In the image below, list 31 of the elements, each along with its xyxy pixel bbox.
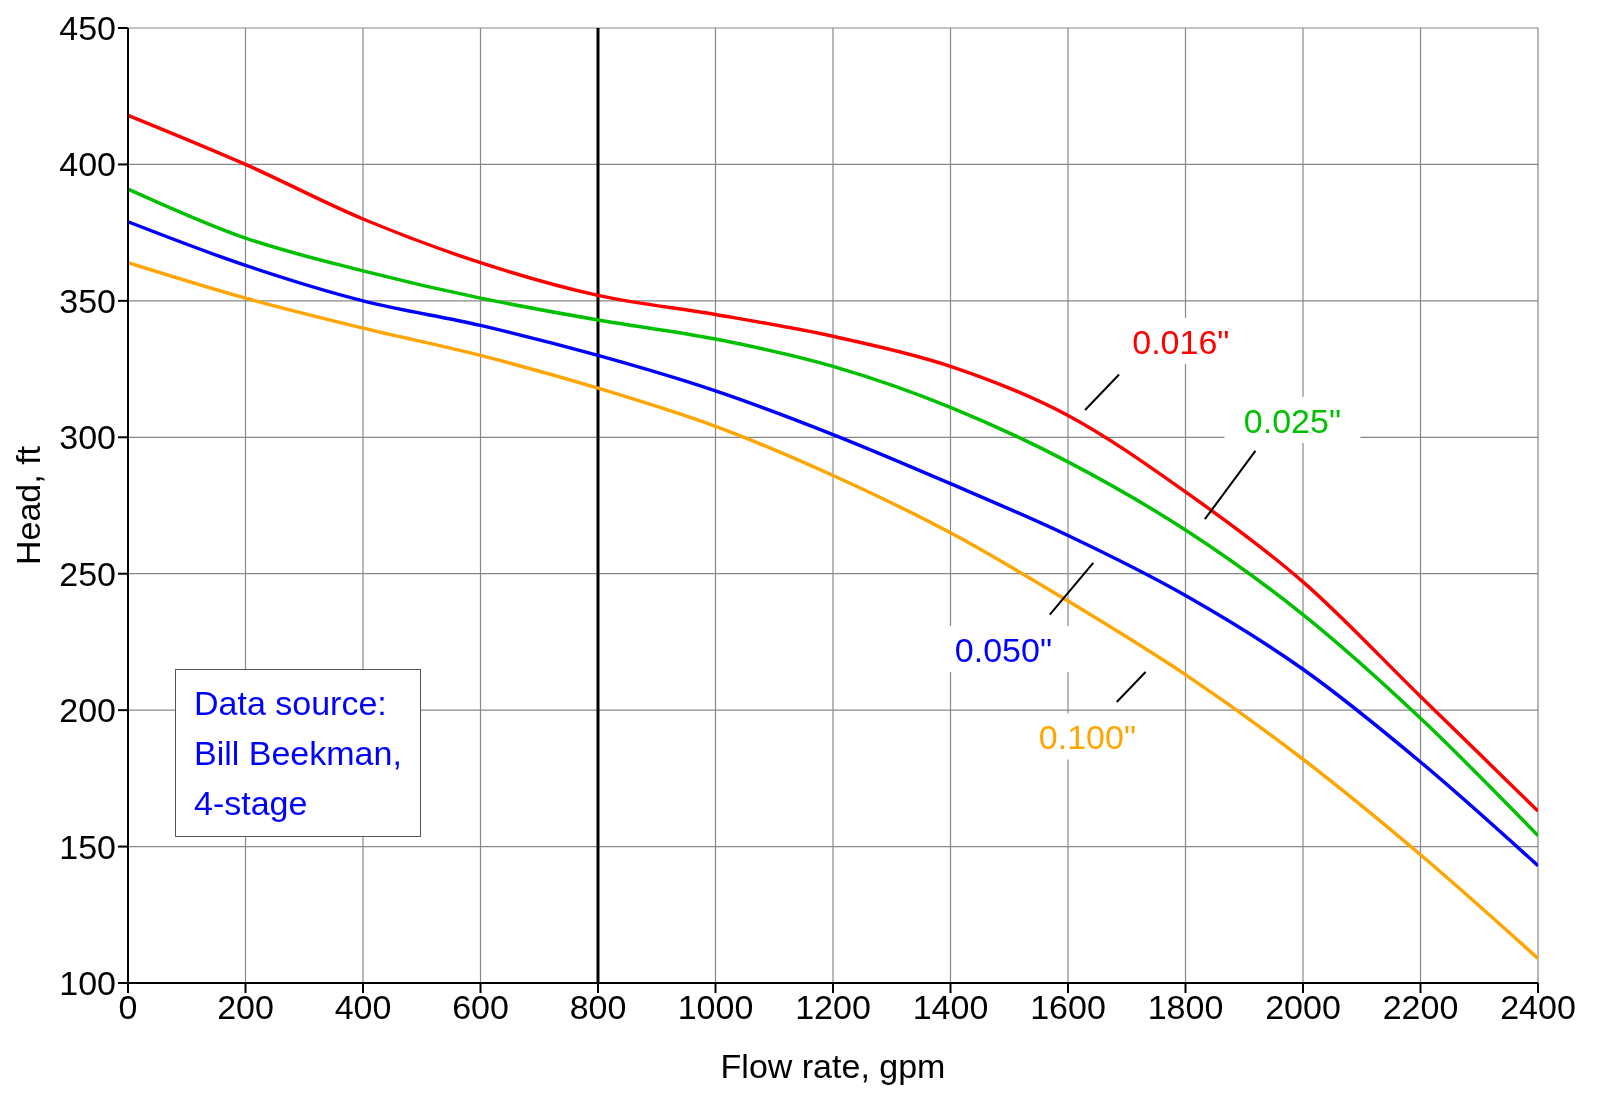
y-tick-label: 400 (59, 145, 116, 184)
annotation: 4-stage (194, 783, 309, 825)
x-tick-label: 1600 (1030, 988, 1106, 1027)
text: 0.016" (1132, 322, 1230, 361)
annotation: Data source: (194, 683, 388, 725)
y-tick-label: 450 (59, 9, 116, 48)
y-tick-label: 250 (59, 554, 116, 593)
y-tick-label: 200 (59, 691, 116, 730)
annotation: Bill Beekman, (194, 733, 402, 775)
y-tick-label: 100 (59, 964, 116, 1003)
y-axis-title: Head, ft (9, 445, 48, 566)
series-label: 0.100" (1038, 718, 1136, 757)
x-tick-label: 600 (452, 988, 509, 1027)
text: 0.025" (1243, 401, 1341, 440)
x-tick-label: 1400 (912, 988, 989, 1027)
y-tick-label: 150 (59, 827, 116, 866)
x-axis-title: Flow rate, gpm (720, 1047, 946, 1085)
y-tick-label: 300 (59, 418, 116, 457)
x-tick-label: 2400 (1500, 988, 1576, 1027)
x-tick-label: 0 (118, 988, 138, 1027)
x-tick-label: 1800 (1147, 988, 1224, 1027)
y-tick-label: 350 (59, 281, 116, 320)
x-tick-label: 200 (217, 988, 274, 1027)
x-tick-label: 2000 (1265, 988, 1341, 1027)
x-tick-label: 400 (334, 988, 392, 1027)
x-tick-label: 800 (569, 988, 627, 1027)
x-tick-label: 1000 (677, 988, 754, 1027)
line-series (128, 260, 1538, 961)
text: 0.050" (954, 631, 1052, 670)
x-tick-label: 2200 (1382, 988, 1459, 1027)
x-tick-label: 1200 (795, 988, 871, 1027)
